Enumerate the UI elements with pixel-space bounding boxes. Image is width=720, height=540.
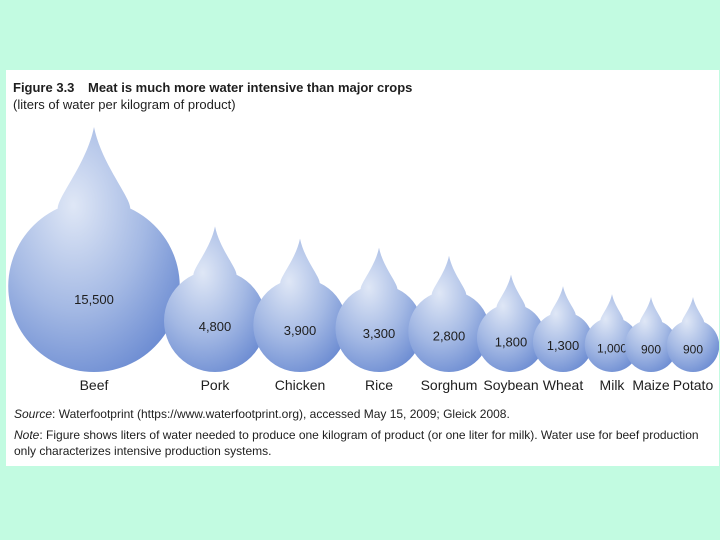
drop-value-label: 3,300 xyxy=(363,326,396,341)
category-label: Soybean xyxy=(483,377,538,393)
figure-note-continued: only characterizes intensive production … xyxy=(14,444,272,458)
water-drop-chart: 15,500 Beef 4,800 Pork 3,900 Chicken 3,300 Rice… xyxy=(8,127,719,393)
drops-layer: 15,500 Beef 4,800 Pork 3,900 Chicken 3,300 Rice… xyxy=(8,127,719,393)
drop-chicken: 3,900 Chicken xyxy=(253,238,347,393)
drop-rice: 3,300 Rice xyxy=(335,247,423,393)
category-label: Pork xyxy=(201,377,231,393)
source-label: Source xyxy=(14,407,53,421)
drop-shape xyxy=(8,127,180,372)
drop-shape xyxy=(624,297,678,372)
category-label: Chicken xyxy=(275,377,326,393)
drop-shape xyxy=(584,294,640,372)
drop-value-label: 2,800 xyxy=(433,328,466,343)
note-label: Note xyxy=(14,428,40,442)
category-label: Sorghum xyxy=(421,377,478,393)
drop-maize: 900 Maize xyxy=(624,297,678,393)
source-note: Source: Waterfootprint (https://www.wate… xyxy=(14,407,510,421)
figure-note: Note: Figure shows liters of water neede… xyxy=(14,428,699,442)
source-text: : Waterfootprint (https://www.waterfootp… xyxy=(52,407,510,421)
drop-shape xyxy=(408,255,490,372)
figure-panel: Figure 3.3 Meat is much more water intens… xyxy=(6,70,719,466)
drop-soybean: 1,800 Soybean xyxy=(476,274,546,393)
drop-milk: 1,000 Milk xyxy=(584,294,640,393)
drop-wheat: 1,300 Wheat xyxy=(532,286,594,393)
drop-value-label: 1,800 xyxy=(495,334,528,349)
drop-value-label: 900 xyxy=(683,342,703,356)
drop-shape xyxy=(335,247,423,372)
figure-subtitle: (liters of water per kilogram of product… xyxy=(13,97,236,112)
drop-shape xyxy=(253,238,347,372)
note-text-line-1: : Figure shows liters of water needed to… xyxy=(39,428,699,442)
category-label: Milk xyxy=(600,377,626,393)
category-label: Potato xyxy=(673,377,714,393)
drop-shape xyxy=(666,297,719,372)
drop-shape xyxy=(476,274,546,372)
drop-value-label: 15,500 xyxy=(74,292,114,307)
drop-value-label: 1,300 xyxy=(547,338,580,353)
drop-value-label: 3,900 xyxy=(284,323,317,338)
figure-number: Figure 3.3 xyxy=(13,80,75,95)
drop-sorghum: 2,800 Sorghum xyxy=(408,255,490,393)
drop-potato: 900 Potato xyxy=(666,297,719,393)
figure-title: Figure 3.3 Meat is much more water intens… xyxy=(13,80,412,95)
drop-pork: 4,800 Pork xyxy=(164,226,266,393)
category-label: Rice xyxy=(365,377,393,393)
drop-shape xyxy=(164,226,266,372)
drop-value-label: 4,800 xyxy=(199,319,232,334)
drop-beef: 15,500 Beef xyxy=(8,127,180,393)
category-label: Maize xyxy=(632,377,670,393)
drop-value-label: 1,000 xyxy=(597,341,627,355)
category-label: Wheat xyxy=(543,377,584,393)
drop-shape xyxy=(532,286,594,372)
drop-value-label: 900 xyxy=(641,342,661,356)
category-label: Beef xyxy=(80,377,109,393)
figure-title-text: Meat is much more water intensive than m… xyxy=(88,80,413,95)
